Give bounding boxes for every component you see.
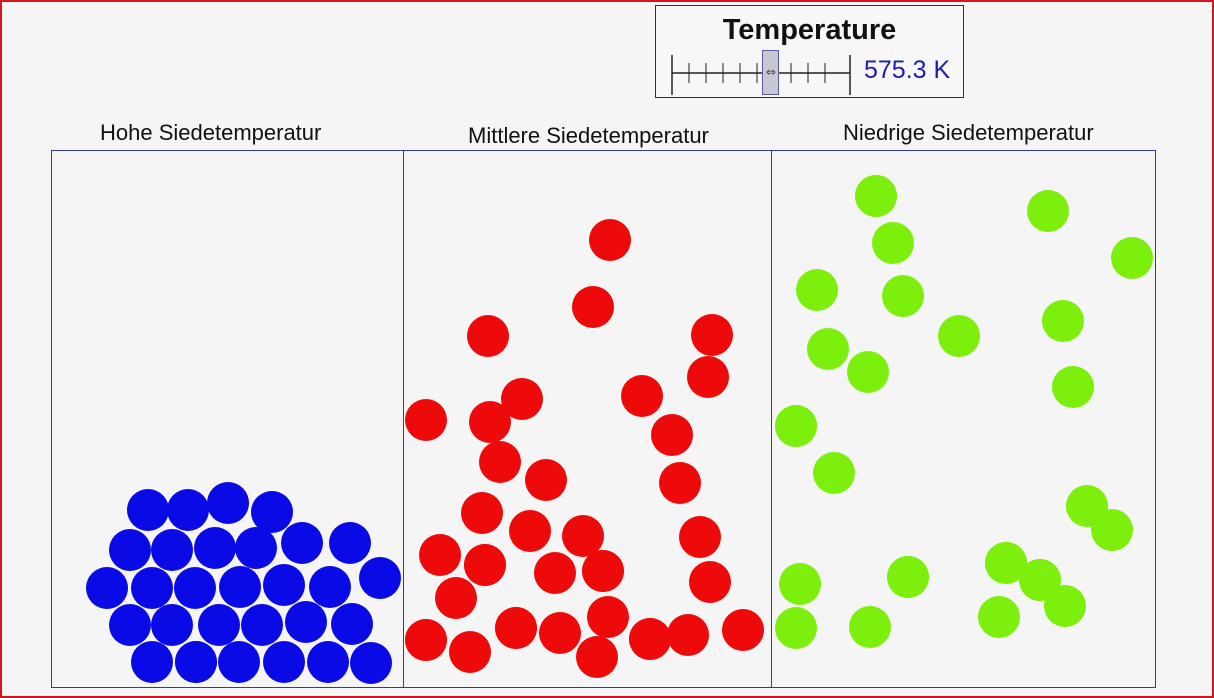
particle-low xyxy=(796,269,838,311)
particle-low xyxy=(849,606,891,648)
particle-medium xyxy=(589,219,631,261)
particle-high xyxy=(109,604,151,646)
particle-high xyxy=(86,567,128,609)
particle-high xyxy=(309,566,351,608)
particle-high xyxy=(194,527,236,569)
particle-high xyxy=(109,529,151,571)
temperature-panel: Temperature ⇔ 575.3 K xyxy=(655,5,964,98)
particle-medium xyxy=(689,561,731,603)
temperature-title: Temperature xyxy=(722,14,897,46)
particle-low xyxy=(775,405,817,447)
particle-low xyxy=(985,542,1027,584)
particle-medium xyxy=(495,607,537,649)
particle-high xyxy=(281,522,323,564)
particle-medium xyxy=(621,375,663,417)
container-label-high: Hohe Siedetemperatur xyxy=(100,120,322,145)
particle-medium xyxy=(539,612,581,654)
particle-high xyxy=(329,522,371,564)
particle-high xyxy=(175,641,217,683)
particle-high xyxy=(207,482,249,524)
particle-medium xyxy=(587,596,629,638)
particle-low xyxy=(807,328,849,370)
particle-low xyxy=(847,351,889,393)
particle-low xyxy=(813,452,855,494)
particle-medium xyxy=(501,378,543,420)
particle-low xyxy=(775,607,817,649)
particle-low xyxy=(1044,585,1086,627)
particle-medium xyxy=(576,636,618,678)
particle-medium xyxy=(525,459,567,501)
particle-high xyxy=(151,604,193,646)
particle-high xyxy=(151,529,193,571)
particle-high xyxy=(331,603,373,645)
particle-high xyxy=(307,641,349,683)
particle-high xyxy=(198,604,240,646)
particle-medium xyxy=(464,544,506,586)
slider-ticks xyxy=(671,55,851,95)
particle-low xyxy=(887,556,929,598)
particle-high xyxy=(219,566,261,608)
particle-medium xyxy=(562,515,604,557)
particle-low xyxy=(1091,509,1133,551)
particle-medium xyxy=(469,401,511,443)
particle-low xyxy=(1052,366,1094,408)
particle-low xyxy=(1042,300,1084,342)
particle-medium xyxy=(467,315,509,357)
particle-high xyxy=(218,641,260,683)
particle-medium xyxy=(667,614,709,656)
particle-high xyxy=(131,641,173,683)
particle-low xyxy=(779,563,821,605)
particle-low xyxy=(872,222,914,264)
particle-low xyxy=(882,275,924,317)
particle-low xyxy=(1019,559,1061,601)
particle-medium xyxy=(534,552,576,594)
particle-high xyxy=(235,527,277,569)
particle-medium xyxy=(687,356,729,398)
particle-high xyxy=(350,642,392,684)
particle-low xyxy=(1111,237,1153,279)
particle-high xyxy=(263,641,305,683)
particle-low xyxy=(855,175,897,217)
particle-medium xyxy=(405,619,447,661)
particle-medium xyxy=(461,492,503,534)
particle-high xyxy=(127,489,169,531)
particle-low xyxy=(1027,190,1069,232)
particle-medium xyxy=(509,510,551,552)
particle-medium xyxy=(582,550,624,592)
temperature-slider[interactable]: ⇔ xyxy=(670,49,852,97)
slider-thumb[interactable]: ⇔ xyxy=(761,50,779,95)
particle-low xyxy=(978,596,1020,638)
particle-low xyxy=(938,315,980,357)
particle-medium xyxy=(449,631,491,673)
particle-medium xyxy=(572,286,614,328)
temperature-value: 575.3 K xyxy=(864,56,951,84)
particle-medium xyxy=(691,314,733,356)
drag-handle-icon: ⇔ xyxy=(765,65,776,79)
container-label-low: Niedrige Siedetemperatur xyxy=(843,120,1094,145)
particle-medium xyxy=(419,534,461,576)
particle-medium xyxy=(659,462,701,504)
particle-high xyxy=(241,604,283,646)
particle-medium xyxy=(679,516,721,558)
particle-medium xyxy=(629,618,671,660)
particle-medium xyxy=(479,441,521,483)
particle-medium xyxy=(405,399,447,441)
particle-high xyxy=(167,489,209,531)
particle-medium xyxy=(435,577,477,619)
container-low-boiling xyxy=(771,150,1156,688)
particle-high xyxy=(251,491,293,533)
particle-medium xyxy=(651,414,693,456)
particle-high xyxy=(174,567,216,609)
particle-high xyxy=(131,567,173,609)
particle-medium xyxy=(722,609,764,651)
particle-high xyxy=(263,564,305,606)
particle-high xyxy=(285,601,327,643)
container-label-medium: Mittlere Siedetemperatur xyxy=(468,123,709,148)
particle-high xyxy=(359,557,401,599)
